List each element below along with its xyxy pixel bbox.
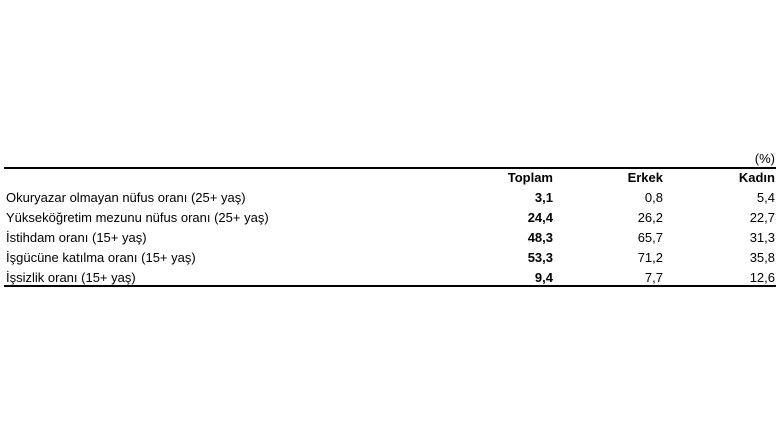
cell-value: 26,2 xyxy=(637,210,663,225)
row-label: Yükseköğretim mezunu nüfus oranı (25+ ya… xyxy=(6,210,269,225)
row-label: İşsizlik oranı (15+ yaş) xyxy=(6,270,136,285)
cell-value: 53,3 xyxy=(527,250,553,265)
cell-value: 7,7 xyxy=(644,270,663,285)
column-header: Toplam xyxy=(507,170,553,185)
cell-value: 48,3 xyxy=(527,230,553,245)
row-label: İstihdam oranı (15+ yaş) xyxy=(6,230,147,245)
cell-value: 12,6 xyxy=(749,270,775,285)
top-rule xyxy=(4,167,776,169)
column-header: Kadın xyxy=(738,170,775,185)
unit-label: (%) xyxy=(754,151,775,166)
row-label: Okuryazar olmayan nüfus oranı (25+ yaş) xyxy=(6,190,246,205)
cell-value: 9,4 xyxy=(534,270,553,285)
cell-value: 0,8 xyxy=(644,190,663,205)
cell-value: 35,8 xyxy=(749,250,775,265)
cell-value: 65,7 xyxy=(637,230,663,245)
cell-value: 22,7 xyxy=(749,210,775,225)
cell-value: 5,4 xyxy=(756,190,775,205)
cell-value: 31,3 xyxy=(749,230,775,245)
cell-value: 3,1 xyxy=(534,190,553,205)
row-label: İşgücüne katılma oranı (15+ yaş) xyxy=(6,250,196,265)
cell-value: 24,4 xyxy=(527,210,553,225)
column-header: Erkek xyxy=(627,170,663,185)
cell-value: 71,2 xyxy=(637,250,663,265)
bottom-rule xyxy=(4,285,776,287)
